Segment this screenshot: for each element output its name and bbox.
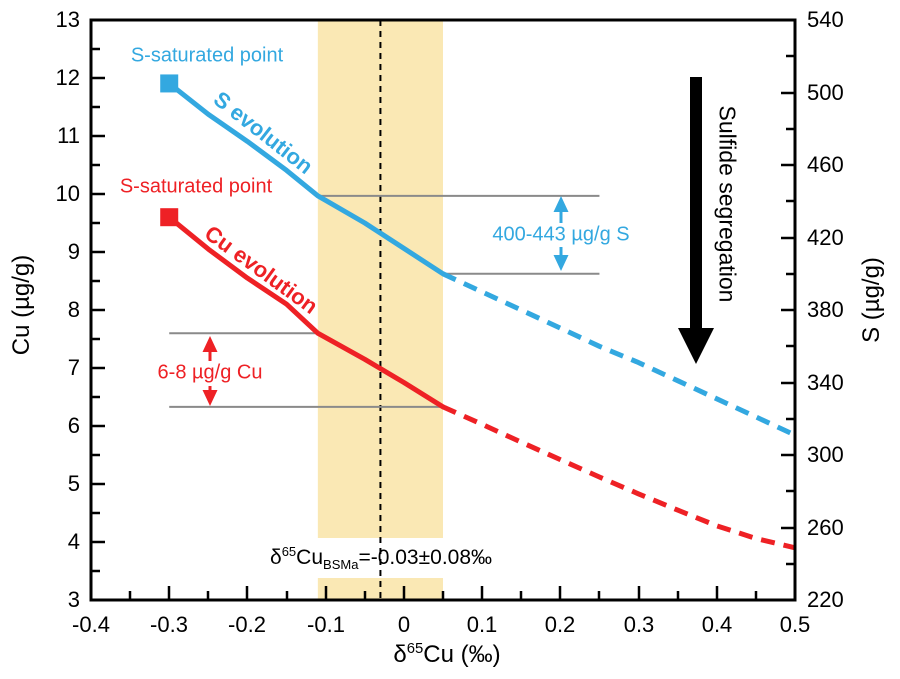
tick-marks [92, 47, 794, 599]
y-left-tick: 3 [67, 587, 80, 612]
s-saturated-point-label-red: S-saturated point [119, 175, 273, 198]
y-right-tick: 380 [807, 297, 844, 322]
x-tick: 0.5 [779, 612, 811, 637]
gray-lines-layer [169, 194, 600, 408]
curves-layer [160, 74, 797, 551]
curve-dashed [441, 271, 797, 438]
sulfide-segregation-label: Sulfide segregation [714, 105, 741, 303]
x-tick: -0.4 [72, 612, 110, 637]
curve-solid [166, 214, 446, 410]
cu-range-arrow-icon [202, 336, 218, 406]
saturation-point-marker [160, 74, 179, 93]
y-left-tick: 9 [67, 239, 80, 264]
x-tick: 0.2 [544, 612, 576, 637]
x-tick: 0.1 [466, 612, 498, 637]
y-left-tick: 11 [57, 123, 80, 148]
y-right-axis-title: S (µg/g) [858, 257, 885, 343]
x-tick: 0.4 [701, 612, 733, 637]
y-right-tick: 260 [807, 514, 844, 540]
y-left-axis-title: Cu (µg/g) [8, 254, 35, 356]
s-range-label: 400-443 µg/g S [492, 223, 630, 246]
x-tick: 0.3 [623, 612, 655, 637]
y-left-tick: 12 [55, 65, 80, 90]
x-axis-title: δ65Cu (‰) [393, 641, 501, 668]
x-tick: -0.1 [307, 612, 345, 637]
y-right-tick: 460 [807, 152, 844, 177]
y-left-tick: 13 [55, 7, 80, 32]
y-right-tick: 300 [807, 442, 844, 467]
y-left-tick: 6 [67, 413, 80, 438]
cu-range-label: 6-8 µg/g Cu [157, 361, 263, 384]
s-saturated-point-label-blue: S-saturated point [130, 44, 284, 67]
band-layer [250, 20, 512, 600]
y-left-tick: 4 [67, 529, 80, 554]
plot-frame [89, 18, 797, 602]
y-left-tick: 5 [67, 471, 80, 496]
s-range-arrow-icon [553, 196, 569, 271]
x-tick: -0.2 [228, 612, 266, 637]
saturation-point-marker [160, 208, 179, 227]
y-right-tick: 540 [807, 7, 844, 32]
sulfide-segregation-arrow-icon [678, 77, 714, 364]
x-tick: -0.3 [150, 612, 188, 637]
x-tick: 0 [397, 612, 411, 637]
bsma-value-label: δ65CuBSMa=-0.03±0.08‰ [269, 543, 493, 573]
y-left-tick: 8 [67, 297, 80, 322]
y-right-tick: 220 [807, 587, 844, 612]
y-left-tick: 7 [67, 355, 80, 380]
y-right-tick: 420 [807, 224, 844, 250]
y-left-tick: 10 [55, 181, 80, 206]
y-right-tick: 340 [807, 369, 844, 395]
curve-solid [166, 80, 446, 277]
curve-dashed [441, 404, 796, 551]
y-right-tick: 500 [807, 79, 844, 105]
